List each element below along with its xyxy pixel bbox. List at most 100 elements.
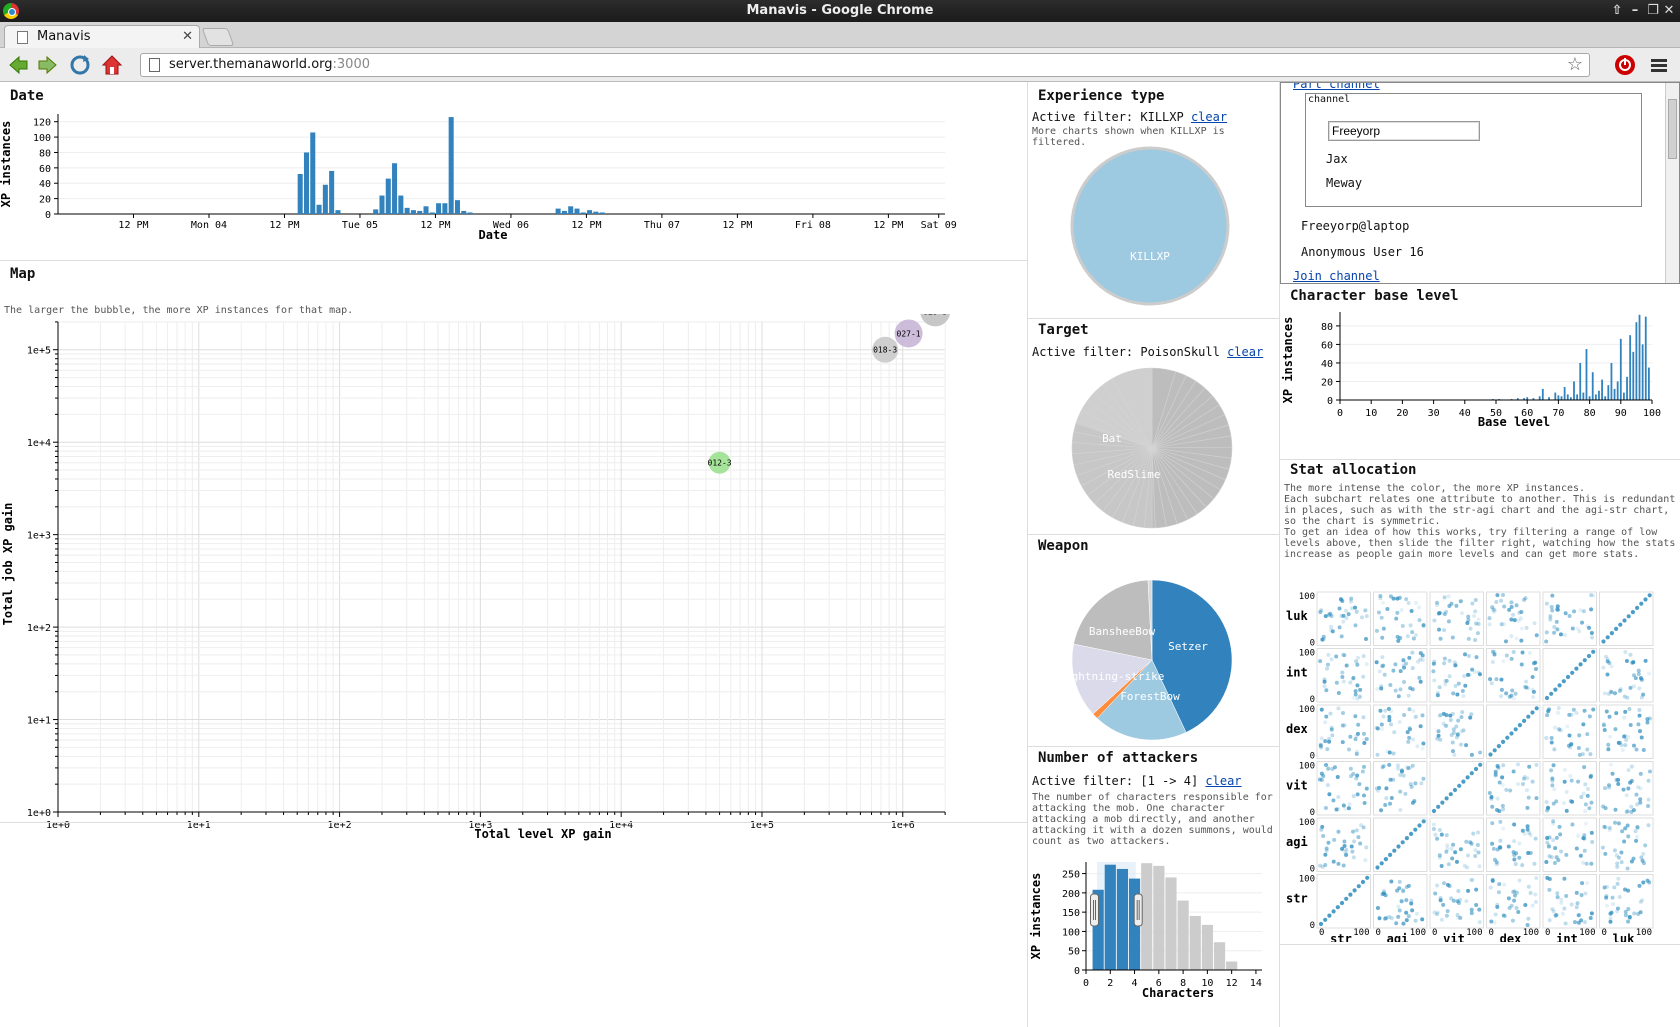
window-close-icon[interactable]: ✕ <box>1663 3 1675 18</box>
date-bar <box>423 206 429 214</box>
map-chart[interactable]: 1e+01e+0 1e+1 1e+1 1e+2 1e+2 1e+3 1e+3 1e+4 1e+4… <box>0 314 1028 904</box>
matrix-point <box>1355 696 1360 701</box>
target-clear-link[interactable]: clear <box>1227 345 1264 359</box>
target-pie[interactable]: Bat RedSlime <box>1070 366 1234 530</box>
matrix-point <box>1520 781 1525 786</box>
matrix-point <box>1533 900 1538 905</box>
matrix-point <box>1318 743 1323 748</box>
attackers-bar <box>1104 864 1116 970</box>
matrix-point <box>1472 669 1477 674</box>
stat-allocation-matrix[interactable]: luk1000int1000dex1000vit1000agi1000str10… <box>1280 582 1680 942</box>
x-tick-label: 30 <box>1428 408 1440 419</box>
matrix-point <box>1431 808 1437 814</box>
matrix-point <box>1378 596 1383 601</box>
experience-clear-link[interactable]: clear <box>1190 110 1228 124</box>
matrix-point <box>1469 771 1474 776</box>
bubble-label: 027-1 <box>897 329 921 338</box>
matrix-point <box>1388 594 1393 599</box>
part-channel-link[interactable]: Part channel <box>1293 82 1380 91</box>
stat-note-line: in places, such as with the str-agi char… <box>1284 505 1670 516</box>
attackers-note: The number of characters responsible for… <box>1032 792 1276 847</box>
home-icon[interactable] <box>100 53 124 77</box>
matrix-point <box>1492 857 1497 862</box>
bookmark-star-icon[interactable]: ☆ <box>1566 54 1583 75</box>
experience-type-pie[interactable]: KILLXP <box>1068 144 1232 308</box>
matrix-point <box>1501 913 1506 918</box>
window-restore-icon[interactable]: ❐ <box>1647 3 1659 18</box>
level-bar <box>1647 367 1650 400</box>
matrix-point <box>1455 692 1460 697</box>
extension-stop-icon[interactable] <box>1613 53 1637 77</box>
matrix-point <box>1380 635 1385 640</box>
matrix-point <box>1578 853 1583 858</box>
matrix-point <box>1511 889 1516 894</box>
matrix-point <box>1605 903 1610 908</box>
new-tab-button[interactable] <box>201 28 235 46</box>
matrix-point <box>1389 796 1394 801</box>
weapon-pie[interactable]: BansheeBow Setzer ghtning-strike ForestBow <box>1070 578 1234 742</box>
matrix-point <box>1364 736 1369 741</box>
menu-icon[interactable] <box>1647 53 1671 77</box>
y-tick-label: 100 <box>1299 875 1315 885</box>
back-arrow-icon[interactable] <box>6 53 30 77</box>
matrix-point <box>1639 695 1644 700</box>
tab-manavis[interactable]: Manavis ✕ <box>4 25 200 48</box>
matrix-point <box>1568 773 1573 778</box>
matrix-point <box>1437 855 1442 860</box>
reload-icon[interactable] <box>68 53 92 77</box>
base-level-chart[interactable]: 0 20 40 60 80 0 10 20 30 40 50 60 70 80 90 100 Base leve… <box>1280 306 1680 456</box>
matrix-point <box>1419 781 1424 786</box>
matrix-point <box>1411 737 1416 742</box>
matrix-point <box>1349 606 1354 611</box>
matrix-point <box>1625 823 1630 828</box>
experience-filter-text: Active filter: KILLXP <box>1032 110 1184 124</box>
chat-scrollbar[interactable] <box>1665 83 1679 283</box>
matrix-point <box>1455 733 1460 738</box>
x-tick-label: 2 <box>1107 978 1113 989</box>
forward-arrow-icon[interactable] <box>36 53 60 77</box>
date-chart[interactable]: 0 20 40 60 80 100 120 12 PM Mon 04 12 PM Tue 05 12 … <box>0 102 1028 342</box>
channel-member[interactable]: Jax <box>1326 152 1348 166</box>
matrix-point <box>1339 900 1345 906</box>
matrix-point <box>1318 863 1323 868</box>
matrix-point <box>1606 742 1611 747</box>
matrix-point <box>1626 768 1631 773</box>
channel-input[interactable] <box>1328 121 1480 141</box>
scrollbar-thumb[interactable] <box>1668 99 1677 159</box>
matrix-point <box>1493 773 1498 778</box>
pie-slice-edge <box>1073 447 1153 466</box>
matrix-point <box>1473 609 1478 614</box>
matrix-point <box>1417 605 1422 610</box>
channel-member[interactable]: Meway <box>1326 176 1363 190</box>
join-channel-link[interactable]: Join channel <box>1293 269 1380 283</box>
matrix-point <box>1334 680 1339 685</box>
matrix-point <box>1627 914 1632 919</box>
matrix-point <box>1511 696 1516 701</box>
matrix-point <box>1450 749 1455 754</box>
matrix-point <box>1548 617 1553 622</box>
attackers-note-line: attacking the mob. One character <box>1032 803 1225 814</box>
matrix-point <box>1554 619 1559 624</box>
matrix-point <box>1459 729 1464 734</box>
attackers-clear-link[interactable]: clear <box>1205 774 1242 788</box>
col-label: vit <box>1443 932 1465 942</box>
matrix-point <box>1554 835 1559 840</box>
address-bar[interactable]: server.themanaworld.org:3000 ☆ <box>140 53 1590 77</box>
matrix-point <box>1405 634 1410 639</box>
matrix-point <box>1320 864 1325 869</box>
pie-label: Bat <box>1102 432 1122 445</box>
pie-slice-edge <box>1072 442 1153 449</box>
window-minimize-icon[interactable]: – <box>1631 3 1639 18</box>
matrix-point <box>1615 864 1620 869</box>
matrix-point <box>1411 708 1416 713</box>
attackers-chart[interactable]: 0 50 100 150 200 250 0 2 4 6 8 10 12 14 Characters XP i… <box>1028 852 1280 1022</box>
matrix-point <box>1611 902 1616 907</box>
y-tick-label: 150 <box>1062 908 1080 919</box>
matrix-point <box>1374 725 1379 730</box>
matrix-point <box>1433 891 1438 896</box>
tab-close-icon[interactable]: ✕ <box>182 29 193 44</box>
matrix-point <box>1606 691 1611 696</box>
matrix-point <box>1634 838 1639 843</box>
window-up-icon[interactable]: ⇧ <box>1611 3 1623 18</box>
matrix-point <box>1437 713 1442 718</box>
